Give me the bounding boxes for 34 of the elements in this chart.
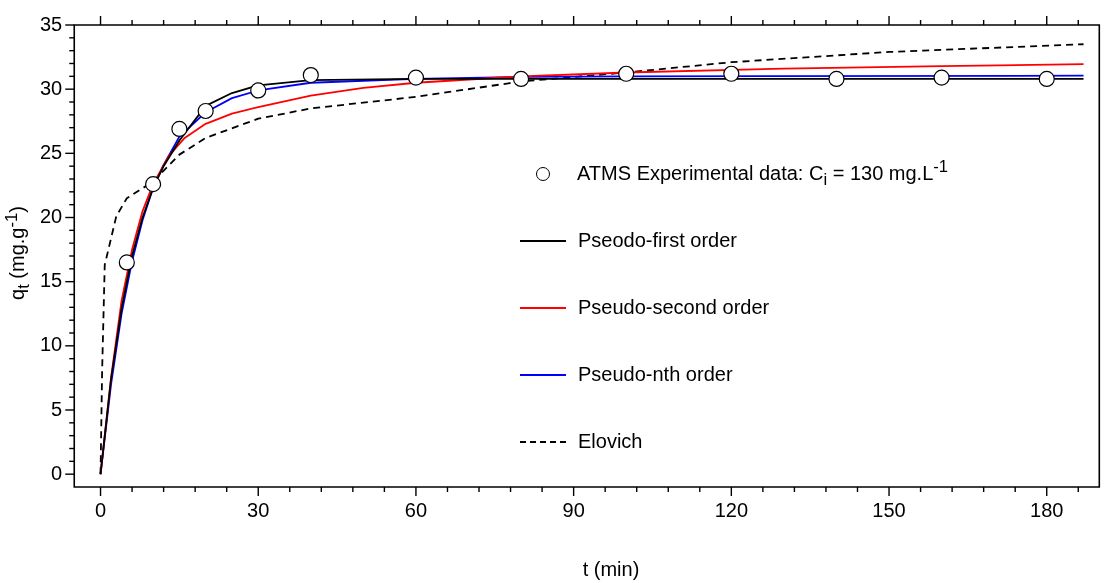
y-tick-label: 10: [40, 333, 63, 356]
point: [197, 102, 214, 120]
point: [302, 66, 319, 84]
y-tick-label: 30: [40, 76, 63, 99]
y-tick-label: 25: [40, 140, 63, 163]
point: [250, 82, 267, 99]
x-tick-label: 60: [404, 498, 428, 521]
point: [723, 65, 740, 82]
point: [828, 70, 845, 87]
legend-label: Pseudo-nth order: [578, 363, 733, 386]
legend-label: Pseodo-first order: [578, 229, 737, 252]
x-tick-label: 90: [562, 498, 585, 521]
x-tick-label: 180: [1030, 498, 1064, 521]
point: [171, 120, 188, 138]
point: [407, 69, 425, 86]
point: [618, 65, 635, 82]
legend-label: Elovich: [578, 430, 643, 453]
x-tick-label: 150: [872, 498, 906, 521]
y-tick-label: 5: [51, 397, 63, 420]
legend-label: ATMS Experimental data: C$_{i}$ = 130 mg.L$^{-1}$: [577, 157, 949, 190]
point: [512, 70, 530, 87]
x-axis-title: t (min): [582, 557, 640, 581]
x-tick-label: 0: [94, 498, 107, 521]
y-tick-label: 35: [40, 12, 63, 35]
point: [145, 176, 162, 193]
y-tick-label: 20: [40, 205, 63, 228]
point: [118, 254, 135, 271]
x-tick-label: 120: [714, 498, 749, 521]
point: [933, 69, 950, 86]
y-tick-label: 15: [40, 269, 63, 292]
x-tick-label: 30: [247, 498, 270, 521]
y-tick-label: 0: [51, 461, 63, 484]
point: [1038, 70, 1055, 87]
legend-label: Pseudo-second order: [578, 296, 770, 319]
